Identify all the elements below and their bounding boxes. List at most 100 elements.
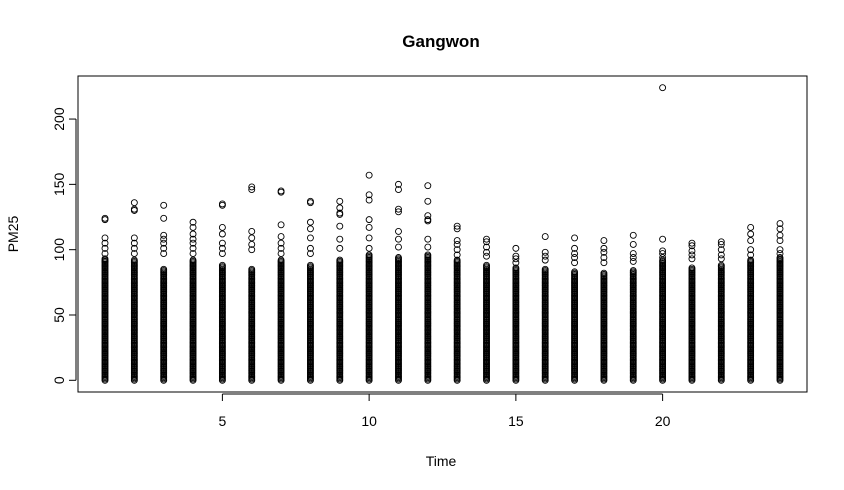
data-point [747,224,755,231]
point-column [101,214,109,384]
data-point [541,256,549,264]
data-point [776,250,784,258]
data-point [600,269,608,277]
x-tick-label: 5 [218,413,226,429]
point-column [659,84,667,384]
data-point [218,239,226,247]
data-point [306,234,314,242]
y-tick-label: 150 [51,172,67,196]
data-point [541,252,549,260]
data-point [218,230,226,238]
data-point [659,247,667,255]
data-point [277,233,285,241]
data-point [659,84,667,92]
data-point [512,259,520,267]
data-point [101,244,109,252]
data-point [365,224,373,231]
data-point [130,234,138,242]
data-point [336,244,344,252]
point-column [277,187,285,384]
data-point [248,183,256,191]
data-point [306,244,314,252]
data-point [776,246,784,254]
data-point [717,240,725,248]
data-point [571,259,579,267]
data-point [600,254,608,261]
data-point [453,237,461,244]
point-column [747,224,755,384]
data-point [629,250,637,258]
data-point [160,214,168,222]
data-point [248,234,256,242]
point-column [306,197,314,384]
data-point [130,244,138,252]
data-point [688,251,696,259]
data-point [365,251,373,259]
data-point [248,246,256,254]
data-point [424,243,432,251]
data-point [483,248,490,256]
data-point [160,244,168,252]
data-point [130,250,138,258]
data-point [747,246,755,254]
data-point [717,238,725,246]
data-point [218,201,226,209]
data-point [336,222,344,230]
data-point [189,218,197,226]
data-point [659,235,667,243]
data-point [747,251,755,259]
x-axis: 5 10 15 20 [218,393,671,429]
data-point [659,254,667,261]
data-point [277,221,285,229]
data-point [571,268,579,276]
data-point [365,196,373,204]
data-point [277,239,285,247]
data-point [160,265,168,273]
data-point [189,256,197,264]
data-point [424,182,432,190]
data-point [717,246,725,254]
data-point [101,234,109,242]
data-point [189,235,197,243]
data-point [130,256,138,264]
x-tick-label: 20 [655,413,671,429]
data-point [688,247,696,255]
data-point [747,230,755,238]
point-column [483,235,490,384]
data-point [277,250,285,258]
data-point [453,256,461,264]
data-point [483,243,490,251]
data-point [336,256,344,264]
data-point [688,242,696,250]
data-point [365,191,373,199]
data-point [483,238,490,246]
data-point [512,244,520,252]
data-point [776,237,784,244]
data-point [688,264,696,272]
point-column [189,218,197,384]
data-point [189,230,197,238]
data-point [395,205,402,213]
data-point [453,225,461,233]
data-point [424,235,432,243]
y-tick-label: 0 [51,376,67,384]
data-point [659,250,667,258]
data-point [160,231,168,239]
data-point [483,252,490,260]
data-point [747,237,755,244]
data-point [512,252,520,260]
data-point [776,254,784,261]
data-point [629,257,637,265]
chart-title: Gangwon [402,32,479,51]
x-tick-label: 10 [361,413,377,429]
data-point [453,240,461,248]
data-point [365,171,373,179]
data-point [101,239,109,247]
data-point [277,244,285,252]
data-point [277,256,285,264]
data-point [688,255,696,263]
data-point [395,243,402,251]
point-column [248,183,256,384]
point-column [629,231,637,384]
data-point [395,180,402,188]
